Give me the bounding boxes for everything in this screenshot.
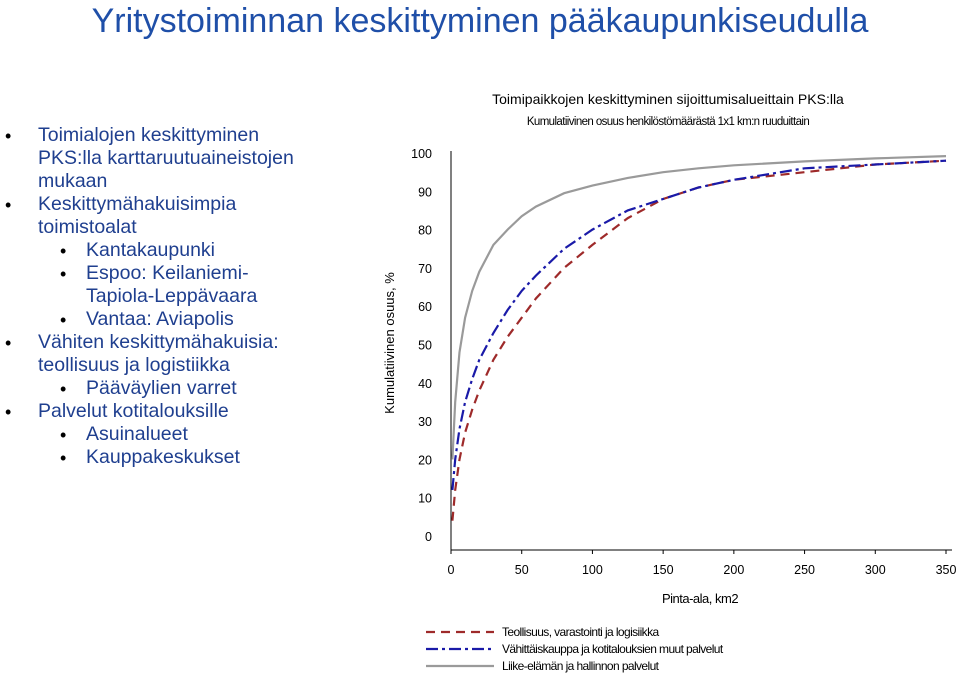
legend-label: Vähittäiskauppa ja kotitalouksien muut p… (502, 642, 724, 656)
y-tick-label: 100 (411, 147, 432, 161)
y-tick-label: 20 (418, 453, 432, 467)
bullet-text-line: toimistoalat (38, 216, 137, 238)
chart-axes: 0 10 20 30 40 50 60 70 80 90 100 0 50 100 150 200 250 300… (411, 147, 956, 577)
x-tick-label: 350 (936, 563, 957, 577)
legend-label: Teollisuus, varastointi ja logisiikka (502, 625, 659, 639)
bullet-item: • Kantakaupunki (0, 239, 380, 262)
x-tick-label: 0 (448, 563, 455, 577)
bullet-item: • Kauppakeskukset (0, 446, 380, 469)
bullet-text-line: Palvelut kotitalouksille (38, 400, 229, 422)
bullet-text-line: Asuinalueet (86, 423, 188, 445)
bullet-dot-icon: • (60, 425, 67, 445)
bullet-text-line: teollisuus ja logistiikka (38, 354, 230, 376)
bullet-list: • Toimialojen keskittyminen PKS:lla kartta… (0, 124, 380, 469)
bullet-dot-icon: • (5, 402, 12, 422)
bullet-item: • Toimialojen keskittyminen PKS:lla kartta… (0, 124, 380, 193)
bullet-item: • Pääväylien varret (0, 377, 380, 400)
y-tick-label: 50 (418, 339, 432, 353)
bullet-dot-icon: • (60, 241, 67, 261)
bullet-text-line: mukaan (38, 170, 108, 192)
bullet-item: • Palvelut kotitalouksille (0, 400, 380, 423)
chart-title: Toimipaikkojen keskittyminen sijoittumis… (492, 91, 844, 107)
y-tick-label: 0 (425, 530, 432, 544)
bullet-item: • Asuinalueet (0, 423, 380, 446)
bullet-text-line: Pääväylien varret (86, 377, 237, 399)
x-tick-label: 200 (723, 563, 744, 577)
y-tick-label: 60 (418, 300, 432, 314)
x-axis-label: Pinta-ala, km2 (662, 591, 738, 606)
bullet-dot-icon: • (60, 264, 67, 284)
bullet-dot-icon: • (5, 195, 12, 215)
x-tick-label: 50 (515, 563, 529, 577)
y-tick-label: 40 (418, 377, 432, 391)
bullet-text-line: Keskittymähakuisimpia (38, 193, 237, 215)
bullet-text-line: Vähiten keskittymähakuisia: (38, 331, 279, 353)
series-line-1 (451, 159, 947, 491)
bullet-item: • Vantaa: Aviapolis (0, 308, 380, 331)
bullet-dot-icon: • (5, 333, 12, 353)
bullet-dot-icon: • (60, 379, 67, 399)
series-line-0 (451, 159, 947, 521)
chart-series (451, 155, 947, 521)
slide-title: Yritystoiminnan keskittyminen pääkaupunk… (91, 2, 869, 40)
chart-legend: Teollisuus, varastointi ja logisiikka Väh… (426, 625, 724, 673)
bullet-text-line: Tapiola-Leppävaara (86, 285, 258, 307)
chart-subtitle: Kumulatiivinen osuus henkilöstömäärästä … (527, 116, 810, 128)
bullet-text-line: Toimialojen keskittyminen (38, 124, 260, 146)
legend-label: Liike-elämän ja hallinnon palvelut (502, 659, 660, 673)
y-tick-label: 70 (418, 262, 432, 276)
bullet-item: • Espoo: Keilaniemi- Tapiola-Leppävaara (0, 262, 380, 308)
series-line-2 (451, 155, 947, 460)
y-axis-label: Kumulatiivinen osuus, % (382, 272, 397, 414)
y-tick-label: 10 (418, 492, 432, 506)
x-tick-label: 150 (653, 563, 674, 577)
bullet-text-line: Kauppakeskukset (86, 446, 240, 468)
x-tick-label: 100 (582, 563, 603, 577)
y-tick-label: 80 (418, 224, 432, 238)
bullet-dot-icon: • (60, 448, 67, 468)
y-tick-label: 90 (418, 185, 432, 199)
bullet-dot-icon: • (5, 126, 12, 146)
bullet-text-line: Kantakaupunki (86, 239, 216, 261)
bullet-item: • Vähiten keskittymähakuisia: teollisuus j… (0, 331, 380, 377)
y-tick-label: 30 (418, 415, 432, 429)
bullet-text-line: Vantaa: Aviapolis (86, 308, 234, 330)
x-tick-label: 300 (865, 563, 886, 577)
bullet-item: • Keskittymähakuisimpia toimistoalat (0, 193, 380, 239)
x-tick-label: 250 (794, 563, 815, 577)
bullet-text-line: PKS:lla karttaruutuaineistojen (38, 147, 294, 169)
bullet-dot-icon: • (60, 310, 67, 330)
bullet-text-line: Espoo: Keilaniemi- (86, 262, 249, 284)
